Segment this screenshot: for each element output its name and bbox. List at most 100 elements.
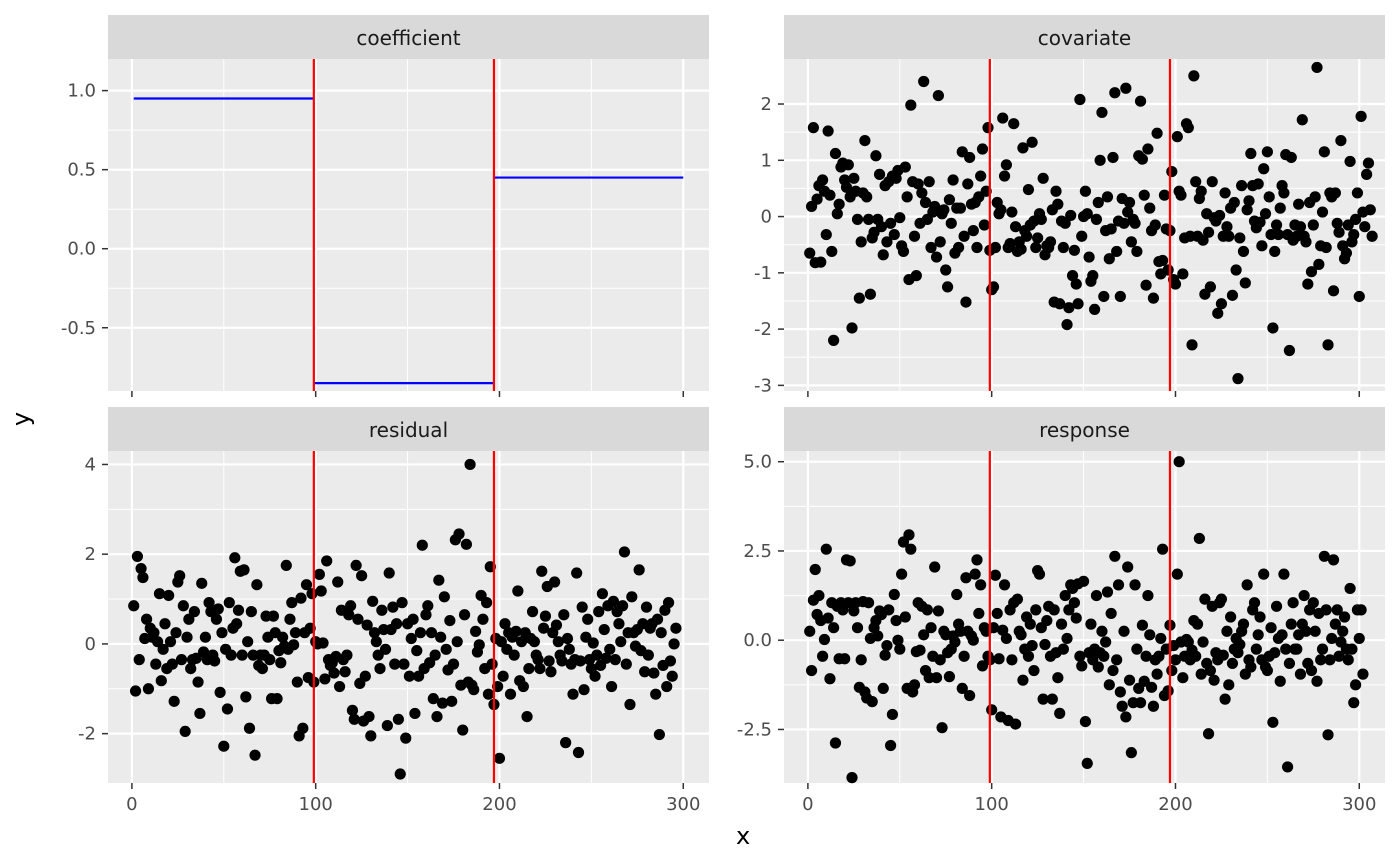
data-point bbox=[446, 695, 458, 707]
data-point bbox=[1285, 618, 1297, 630]
data-point bbox=[829, 147, 842, 160]
data-point bbox=[425, 627, 438, 639]
data-point bbox=[1294, 221, 1307, 233]
data-point bbox=[319, 673, 331, 685]
data-point bbox=[1333, 226, 1345, 238]
data-point bbox=[844, 555, 856, 567]
data-point bbox=[1033, 568, 1046, 580]
data-point bbox=[1353, 290, 1365, 303]
data-point bbox=[1024, 618, 1036, 630]
data-point bbox=[361, 619, 373, 631]
data-point bbox=[1131, 643, 1143, 655]
data-point bbox=[949, 636, 961, 648]
data-point bbox=[1316, 643, 1329, 655]
data-point bbox=[951, 588, 963, 601]
data-point bbox=[1017, 142, 1029, 154]
data-point bbox=[1140, 650, 1152, 662]
data-point bbox=[1052, 672, 1064, 684]
data-point bbox=[517, 680, 529, 693]
data-point bbox=[664, 655, 677, 667]
data-point bbox=[1147, 292, 1160, 304]
data-point bbox=[1111, 245, 1123, 258]
data-point bbox=[831, 208, 843, 220]
data-point bbox=[998, 579, 1011, 591]
data-point bbox=[846, 772, 858, 784]
facet-strip bbox=[108, 407, 709, 451]
data-point bbox=[824, 189, 836, 201]
data-point bbox=[1226, 289, 1239, 301]
data-point bbox=[133, 654, 145, 666]
data-point bbox=[982, 122, 994, 134]
data-point bbox=[967, 634, 979, 646]
data-point bbox=[140, 613, 153, 625]
data-point bbox=[212, 603, 224, 615]
data-point bbox=[460, 538, 472, 550]
data-point bbox=[1307, 597, 1319, 609]
data-point bbox=[934, 236, 946, 248]
data-point bbox=[1320, 241, 1332, 254]
y-tick-label: -2 bbox=[78, 724, 96, 745]
data-point bbox=[403, 670, 416, 682]
data-point bbox=[221, 703, 234, 715]
data-point bbox=[142, 683, 155, 695]
facet-strip-label: coefficient bbox=[356, 26, 460, 50]
data-point bbox=[908, 230, 921, 242]
data-point bbox=[998, 170, 1011, 182]
data-point bbox=[1318, 146, 1330, 158]
data-point bbox=[163, 589, 175, 602]
data-point bbox=[218, 740, 230, 752]
data-point bbox=[997, 112, 1009, 124]
data-point bbox=[960, 572, 972, 584]
data-point bbox=[976, 143, 989, 155]
data-point bbox=[969, 568, 981, 580]
data-point bbox=[1298, 589, 1310, 602]
data-point bbox=[1169, 278, 1182, 290]
data-point bbox=[473, 639, 485, 651]
data-point bbox=[1059, 217, 1071, 229]
data-point bbox=[300, 579, 313, 591]
data-point bbox=[1362, 157, 1375, 169]
data-point bbox=[864, 288, 876, 300]
data-point bbox=[1070, 278, 1082, 290]
data-point bbox=[368, 627, 381, 639]
data-point bbox=[164, 636, 177, 648]
facet-strip-label: residual bbox=[369, 418, 448, 442]
data-point bbox=[1283, 657, 1296, 670]
data-point bbox=[447, 658, 460, 670]
data-point bbox=[648, 667, 660, 679]
data-point bbox=[1039, 638, 1051, 651]
data-point bbox=[591, 649, 603, 661]
data-point bbox=[1265, 622, 1277, 634]
data-point bbox=[194, 707, 206, 720]
data-point bbox=[157, 643, 169, 655]
data-point bbox=[1291, 643, 1303, 655]
data-point bbox=[1162, 685, 1174, 697]
data-point bbox=[1157, 254, 1169, 267]
data-point bbox=[1136, 619, 1148, 631]
data-point bbox=[1079, 185, 1092, 197]
data-point bbox=[805, 664, 818, 677]
data-point bbox=[1175, 189, 1187, 201]
data-point bbox=[964, 689, 976, 702]
data-point bbox=[960, 296, 972, 308]
data-point bbox=[400, 732, 412, 744]
data-point bbox=[1109, 87, 1121, 99]
data-point bbox=[341, 649, 353, 661]
data-point bbox=[210, 613, 223, 625]
data-point bbox=[1239, 277, 1251, 289]
data-point bbox=[851, 622, 864, 634]
data-point bbox=[174, 570, 186, 582]
data-point bbox=[1217, 649, 1229, 661]
data-point bbox=[313, 568, 325, 580]
data-point bbox=[345, 600, 357, 612]
data-point bbox=[1305, 266, 1318, 278]
data-point bbox=[1153, 650, 1165, 662]
data-point bbox=[1293, 198, 1305, 210]
data-point bbox=[1225, 611, 1237, 623]
data-point bbox=[593, 606, 605, 618]
data-point bbox=[440, 643, 452, 655]
data-point bbox=[640, 601, 653, 613]
y-tick-label: 0.5 bbox=[67, 160, 96, 181]
data-point bbox=[521, 711, 533, 723]
data-point bbox=[1300, 236, 1312, 248]
